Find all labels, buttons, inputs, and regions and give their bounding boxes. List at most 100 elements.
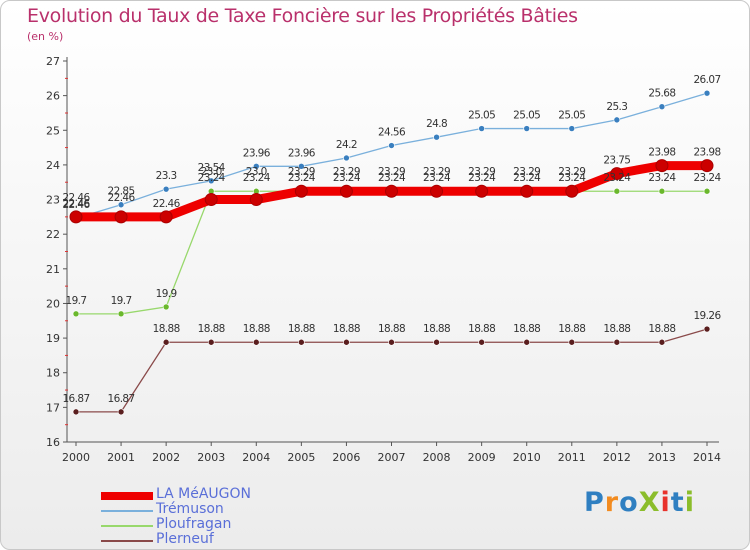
data-label: 23.24 [513, 172, 541, 184]
data-label: 18.88 [198, 323, 225, 335]
data-label: 22.46 [153, 198, 181, 210]
legend-label: Ploufragan [156, 516, 232, 532]
x-tick-label: 2010 [513, 451, 541, 464]
legend-label: Trémuson [156, 501, 224, 517]
data-label: 23.29 [288, 166, 315, 178]
data-label: 25.05 [558, 110, 585, 122]
data-label: 22.85 [108, 186, 135, 198]
series-point [72, 310, 80, 318]
series-point [249, 193, 263, 207]
y-tick-label: 17 [46, 401, 60, 414]
x-tick-label: 2001 [107, 451, 135, 464]
logo-letter: P [584, 487, 605, 518]
logo-letter: X [638, 487, 661, 518]
data-label: 25.05 [468, 110, 495, 122]
data-label: 16.87 [108, 393, 135, 405]
y-tick-label: 23 [46, 194, 60, 207]
x-tick-label: 2003 [197, 451, 225, 464]
series-point [700, 159, 714, 173]
data-label: 23.98 [648, 147, 675, 159]
series-point [658, 338, 666, 346]
data-label: 23.24 [243, 172, 271, 184]
data-label: 18.88 [333, 323, 360, 335]
data-label: 23.0 [246, 166, 267, 178]
series-point [703, 325, 711, 333]
data-label: 24.8 [426, 118, 447, 130]
series-point [117, 201, 125, 209]
data-label: 23.98 [693, 147, 720, 159]
logo-letter: t [670, 487, 685, 518]
series-point [162, 338, 170, 346]
y-tick-label: 20 [46, 297, 60, 310]
legend-swatch [101, 510, 153, 512]
data-label: 23.29 [333, 166, 360, 178]
y-tick-label: 22 [46, 228, 60, 241]
data-label: 23.24 [693, 172, 721, 184]
page-title: Evolution du Taux de Taxe Foncière sur l… [27, 5, 578, 27]
data-label: 23.24 [333, 172, 361, 184]
data-label: 23.29 [513, 166, 540, 178]
data-label: 24.2 [336, 139, 357, 151]
series-point [613, 187, 621, 195]
series-point [568, 338, 576, 346]
series-point [658, 187, 666, 195]
legend-swatch [101, 540, 153, 542]
series-point [162, 303, 170, 311]
series-point [568, 125, 576, 132]
series-point [478, 338, 485, 346]
legend-label: LA MéAUGON [156, 486, 252, 502]
x-tick-label: 2012 [603, 451, 631, 464]
y-tick-label: 27 [46, 55, 60, 68]
series-point [162, 185, 170, 193]
data-label: 23.24 [603, 172, 631, 184]
series-point [207, 338, 215, 346]
data-label: 23.3 [156, 170, 177, 182]
data-label: 19.7 [66, 295, 87, 307]
data-label: 19.7 [111, 295, 132, 307]
series-point [72, 408, 80, 416]
data-label: 23.24 [468, 172, 496, 184]
data-label: 23.75 [603, 155, 630, 167]
logo-letter: i [684, 487, 695, 518]
series-point [610, 167, 624, 181]
series-point [388, 338, 395, 346]
data-label: 18.88 [288, 323, 315, 335]
x-tick-label: 2008 [423, 451, 451, 464]
data-label: 18.88 [558, 323, 585, 335]
data-label: 25.68 [648, 88, 675, 100]
data-label: 18.88 [603, 323, 630, 335]
x-tick-label: 2009 [468, 451, 496, 464]
series-point [207, 177, 215, 185]
series-point [433, 133, 440, 141]
data-label: 23.24 [378, 172, 406, 184]
data-label: 22.46 [62, 198, 90, 210]
series-point [613, 116, 621, 124]
series-point [343, 338, 350, 346]
series-point [298, 162, 305, 170]
x-tick-label: 2000 [62, 451, 90, 464]
x-tick-label: 2011 [558, 451, 586, 464]
series-point [520, 184, 534, 198]
series-point [294, 184, 308, 198]
x-tick-label: 2013 [648, 451, 676, 464]
x-tick-label: 2004 [242, 451, 270, 464]
legend-swatch [101, 492, 153, 500]
data-label: 24.56 [378, 127, 406, 139]
series-point [478, 125, 485, 132]
data-label: 23.24 [423, 172, 451, 184]
data-label: 23.29 [558, 166, 585, 178]
series-point [703, 187, 711, 195]
data-label: 23.24 [558, 172, 586, 184]
series-point [252, 162, 260, 170]
series-point [117, 408, 125, 416]
data-label: 18.88 [378, 323, 405, 335]
series-point [252, 338, 260, 346]
data-label: 16.87 [62, 393, 89, 405]
series-point [523, 338, 531, 346]
proxiti-logo: ProXiti [584, 487, 695, 518]
y-tick-label: 26 [46, 90, 60, 103]
series-point [655, 159, 669, 173]
data-label: 23.24 [648, 172, 676, 184]
logo-letter: i [660, 487, 671, 518]
